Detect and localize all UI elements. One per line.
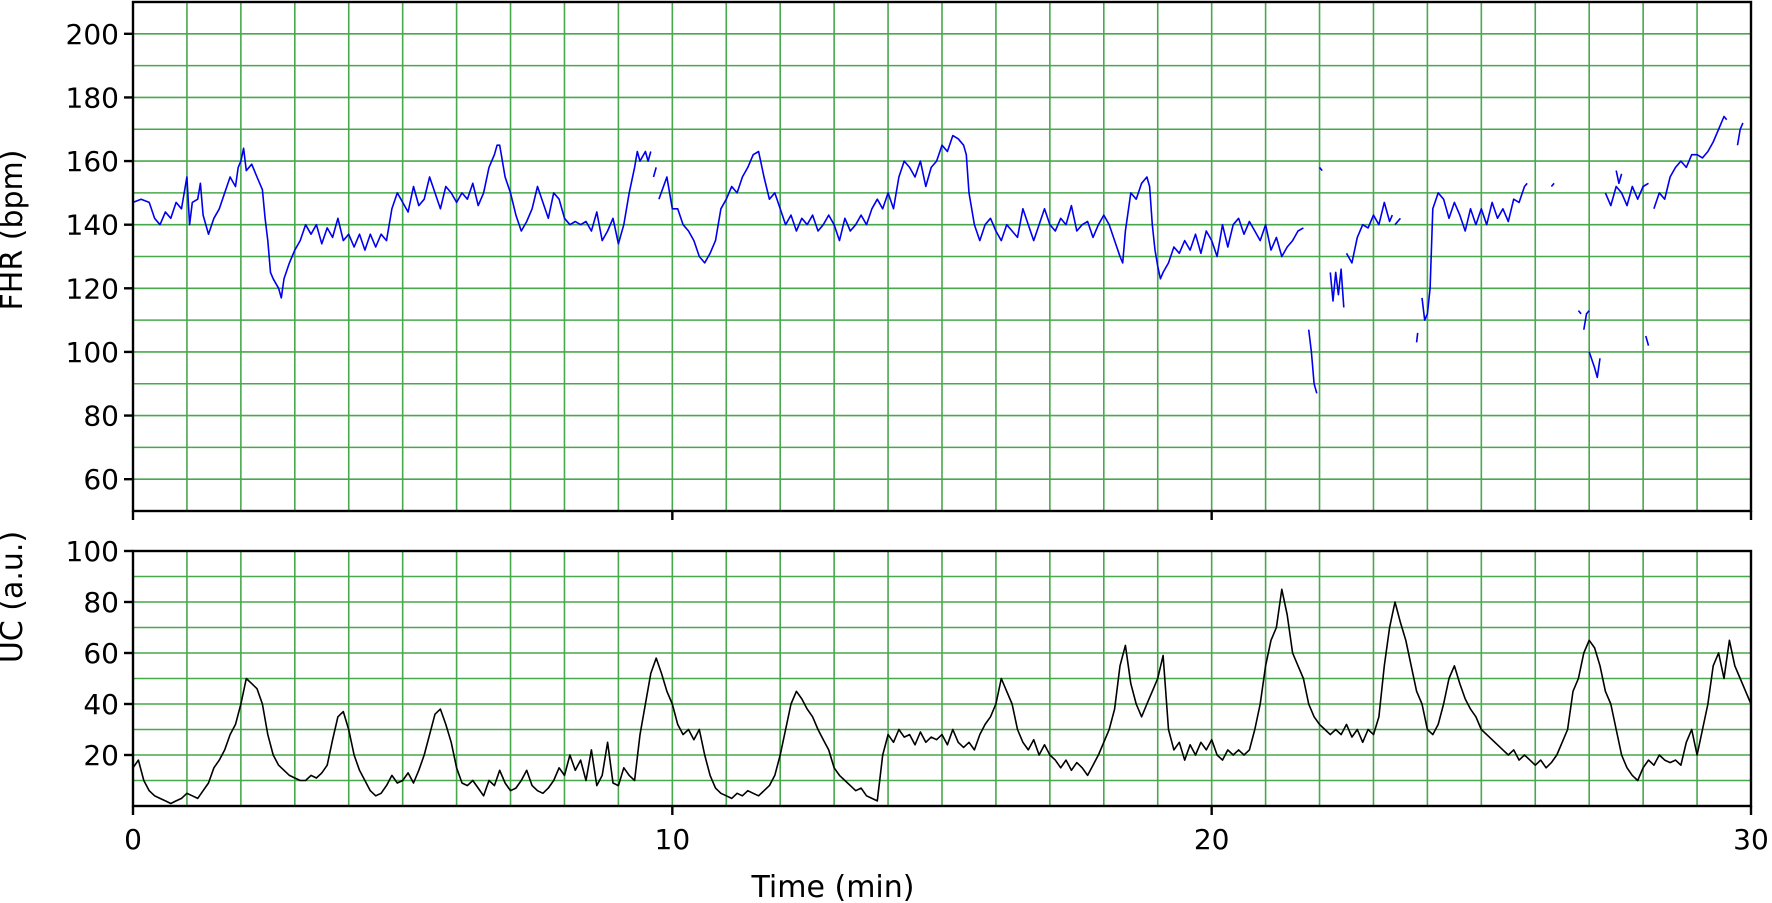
fhr-trace-segment (1588, 351, 1601, 379)
fhr-trace-segment (1318, 166, 1323, 172)
fhr-axis-label: FHR (bpm) (0, 150, 30, 311)
uc-ytick-label: 80 (83, 586, 119, 619)
fhr-trace-segment (1550, 182, 1555, 188)
time-xtick-label: 30 (1733, 823, 1769, 856)
fhr-trace-segment (132, 144, 652, 299)
fhr-trace-segment (1583, 310, 1590, 330)
fhr-trace-segment (1307, 329, 1318, 394)
fhr-trace-segment (1345, 201, 1394, 264)
uc-frame (131, 549, 1753, 808)
fhr-ytick-label: 120 (66, 272, 119, 305)
fhr-frame (131, 0, 1753, 513)
uc-series (132, 588, 1752, 805)
uc-ytick-label: 100 (66, 535, 119, 568)
time-xtick-label: 0 (124, 823, 142, 856)
fhr-ytick-label: 180 (66, 81, 119, 114)
fhr-trace-segment (1615, 170, 1623, 185)
uc-axis-label: UC (a.u.) (0, 531, 30, 663)
fhr-ytick-label: 60 (83, 463, 119, 496)
fhr-trace-segment (1394, 217, 1402, 226)
fhr-ytick-label: 100 (66, 336, 119, 369)
time-xtick-label: 20 (1194, 823, 1230, 856)
panel-frames (131, 0, 1753, 808)
fhr-trace-segment (652, 167, 657, 178)
uc-ytick-label: 60 (83, 637, 119, 670)
fhr-trace-segment (658, 134, 1304, 280)
fhr-ytick-label: 160 (66, 145, 119, 178)
fhr-trace-segment (1645, 335, 1650, 346)
fhr-trace-segment (1577, 310, 1582, 315)
fhr-series (132, 115, 1744, 394)
uc-ytick-label: 40 (83, 688, 119, 721)
uc-trace-segment (132, 588, 1752, 805)
fhr-ytick-label: 200 (66, 18, 119, 51)
fhr-trace-segment (1604, 182, 1649, 207)
uc-grid (132, 550, 1752, 807)
time-xtick-label: 10 (655, 823, 691, 856)
fhr-trace-segment (1736, 122, 1744, 146)
fhr-trace-segment (1415, 332, 1419, 343)
fhr-grid (132, 1, 1752, 512)
time-axis-label: Time (min) (751, 870, 915, 903)
fhr-trace-segment (1653, 115, 1728, 210)
fhr-ytick-label: 140 (66, 209, 119, 242)
uc-ytick-label: 20 (83, 739, 119, 772)
axis-ticks: 60 80 100 120 140 160 180 200 20 40 60 80 100 0 10 20 30 (66, 18, 1769, 856)
fhr-ytick-label: 80 (83, 400, 119, 433)
fhr-trace-segment (1421, 182, 1528, 321)
fhr-trace-segment (1329, 268, 1345, 308)
